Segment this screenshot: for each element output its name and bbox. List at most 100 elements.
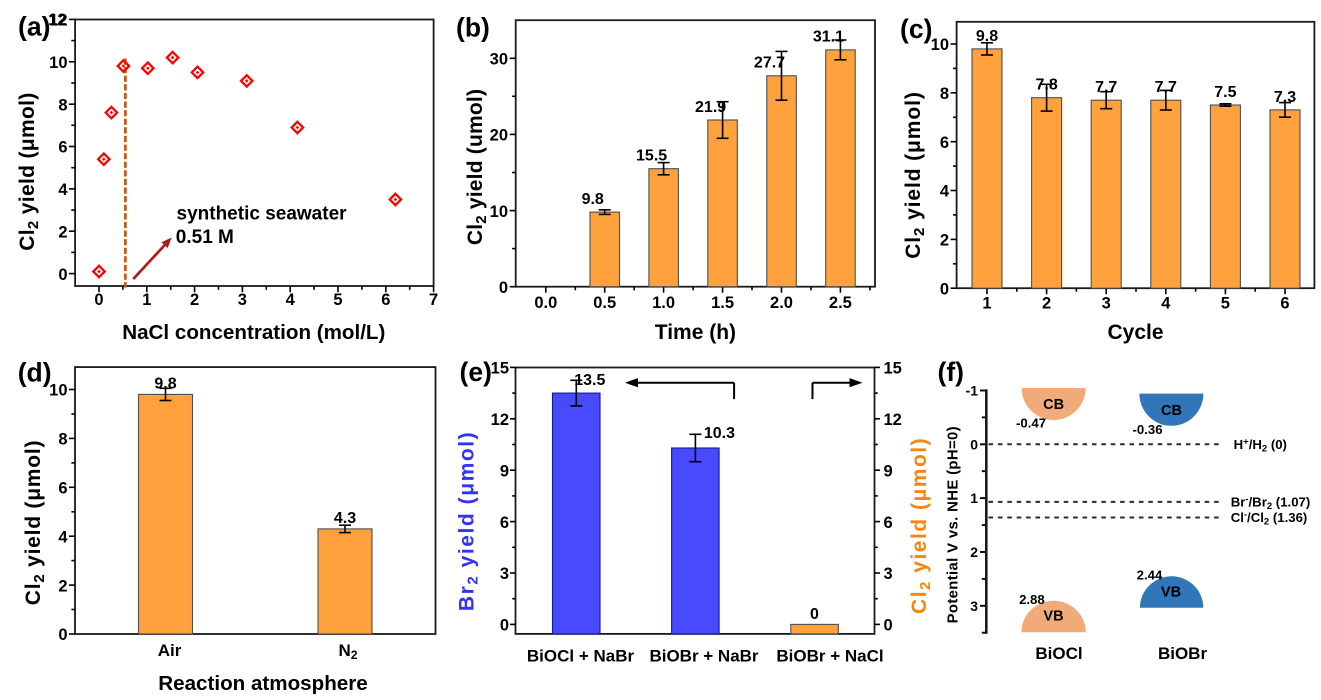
svg-text:13.5: 13.5	[574, 372, 605, 389]
svg-text:Time (h): Time (h)	[655, 321, 736, 344]
svg-text:BiOBr + NaCl: BiOBr + NaCl	[776, 647, 883, 666]
svg-text:15: 15	[884, 360, 902, 378]
svg-text:BiOBr + NaBr: BiOBr + NaBr	[649, 647, 758, 666]
svg-text:7: 7	[429, 291, 438, 309]
svg-text:2.5: 2.5	[829, 294, 852, 312]
svg-text:10: 10	[49, 54, 67, 72]
svg-text:10: 10	[49, 382, 67, 400]
svg-text:6: 6	[884, 514, 893, 532]
svg-text:BiOCl: BiOCl	[1035, 644, 1082, 663]
svg-text:-1: -1	[966, 383, 979, 399]
svg-text:(d): (d)	[18, 358, 52, 388]
svg-text:6: 6	[58, 480, 67, 498]
svg-text:0: 0	[940, 280, 949, 298]
svg-text:8: 8	[940, 85, 949, 103]
svg-text:Potential V vs. NHE (pH=0): Potential V vs. NHE (pH=0)	[946, 426, 962, 623]
svg-text:15: 15	[491, 360, 509, 378]
svg-text:3: 3	[1102, 295, 1111, 313]
svg-text:0: 0	[810, 606, 819, 623]
svg-text:2: 2	[970, 544, 978, 560]
svg-text:10.3: 10.3	[704, 425, 735, 442]
svg-text:BiOBr: BiOBr	[1158, 644, 1208, 663]
svg-text:5: 5	[1221, 295, 1230, 313]
svg-text:3: 3	[500, 565, 509, 583]
svg-text:4: 4	[286, 291, 296, 309]
svg-text:2: 2	[58, 223, 67, 241]
svg-text:6: 6	[381, 291, 390, 309]
svg-text:2: 2	[58, 577, 67, 595]
svg-text:21.9: 21.9	[695, 99, 726, 116]
svg-text:1: 1	[142, 291, 151, 309]
svg-text:1: 1	[982, 295, 991, 313]
svg-text:2.88: 2.88	[1019, 592, 1045, 607]
svg-text:27.7: 27.7	[754, 55, 785, 72]
svg-text:-0.47: -0.47	[1016, 415, 1046, 430]
svg-text:2: 2	[190, 291, 199, 309]
svg-text:CB: CB	[1043, 397, 1064, 413]
svg-text:12: 12	[48, 11, 66, 29]
svg-text:7.8: 7.8	[1035, 77, 1057, 94]
svg-text:7.5: 7.5	[1214, 84, 1236, 101]
svg-text:8: 8	[58, 96, 67, 114]
svg-text:4.3: 4.3	[334, 510, 356, 527]
svg-text:Cycle: Cycle	[1107, 321, 1163, 344]
svg-text:NaCl concentration (mol/L): NaCl concentration (mol/L)	[122, 321, 385, 344]
svg-text:7.7: 7.7	[1095, 79, 1117, 96]
svg-text:2: 2	[940, 232, 949, 250]
svg-text:9: 9	[500, 462, 509, 480]
svg-text:1.5: 1.5	[711, 294, 734, 312]
svg-text:0: 0	[500, 617, 509, 635]
svg-text:0: 0	[58, 626, 67, 644]
svg-text:4: 4	[58, 528, 68, 546]
svg-text:9.8: 9.8	[582, 191, 604, 208]
svg-text:(a): (a)	[18, 12, 50, 42]
svg-text:6: 6	[500, 514, 509, 532]
svg-text:0: 0	[884, 617, 893, 635]
svg-text:3: 3	[970, 598, 978, 614]
svg-text:15.5: 15.5	[636, 148, 667, 165]
svg-text:(f): (f)	[938, 357, 964, 387]
svg-text:0.0: 0.0	[534, 294, 557, 312]
svg-text:(c): (c)	[900, 14, 932, 44]
svg-text:-0.36: -0.36	[1132, 422, 1162, 437]
svg-text:30: 30	[490, 51, 508, 69]
svg-text:4: 4	[1161, 295, 1171, 313]
svg-text:(e): (e)	[460, 357, 492, 387]
svg-text:0: 0	[94, 291, 103, 309]
svg-text:H+​/H2​ (0): H+​/H2​ (0)	[1234, 437, 1287, 455]
svg-text:12: 12	[884, 411, 902, 429]
svg-text:2.0: 2.0	[770, 294, 793, 312]
svg-text:9: 9	[884, 462, 893, 480]
svg-text:0: 0	[58, 266, 67, 284]
svg-text:Cl-​/Cl2​ (1.36): Cl-​/Cl2​ (1.36)	[1231, 510, 1308, 528]
svg-text:1.0: 1.0	[652, 294, 675, 312]
svg-text:synthetic seawater: synthetic seawater	[177, 203, 348, 224]
svg-text:9.8: 9.8	[154, 375, 176, 392]
svg-text:9.8: 9.8	[976, 28, 998, 45]
svg-text:0.5: 0.5	[593, 294, 616, 312]
svg-text:Reaction atmosphere: Reaction atmosphere	[158, 672, 367, 695]
svg-text:0.51 M: 0.51 M	[176, 227, 234, 248]
svg-text:12: 12	[49, 12, 67, 30]
svg-text:6: 6	[940, 134, 949, 152]
svg-text:0: 0	[970, 436, 978, 452]
svg-text:VB: VB	[1161, 584, 1181, 600]
svg-text:8: 8	[58, 431, 67, 449]
svg-text:2.44: 2.44	[1137, 567, 1163, 582]
svg-text:3: 3	[238, 291, 247, 309]
svg-text:6: 6	[58, 139, 67, 157]
svg-text:20: 20	[490, 127, 508, 145]
svg-text:BiOCl + NaBr: BiOCl + NaBr	[527, 647, 635, 666]
svg-text:VB: VB	[1043, 609, 1063, 625]
svg-text:3: 3	[884, 565, 893, 583]
svg-text:31.1: 31.1	[813, 29, 844, 46]
svg-text:7.7: 7.7	[1155, 79, 1177, 96]
svg-text:6: 6	[1280, 295, 1289, 313]
svg-text:Cl2​ yield (μmol): Cl2​ yield (μmol)	[902, 91, 928, 259]
svg-text:2: 2	[1042, 295, 1051, 313]
svg-text:0: 0	[499, 279, 508, 297]
svg-text:1: 1	[970, 490, 978, 506]
svg-text:(b): (b)	[456, 13, 490, 43]
svg-text:Br-​/Br2​ (1.07): Br-​/Br2​ (1.07)	[1231, 494, 1311, 512]
svg-text:CB: CB	[1161, 403, 1182, 419]
